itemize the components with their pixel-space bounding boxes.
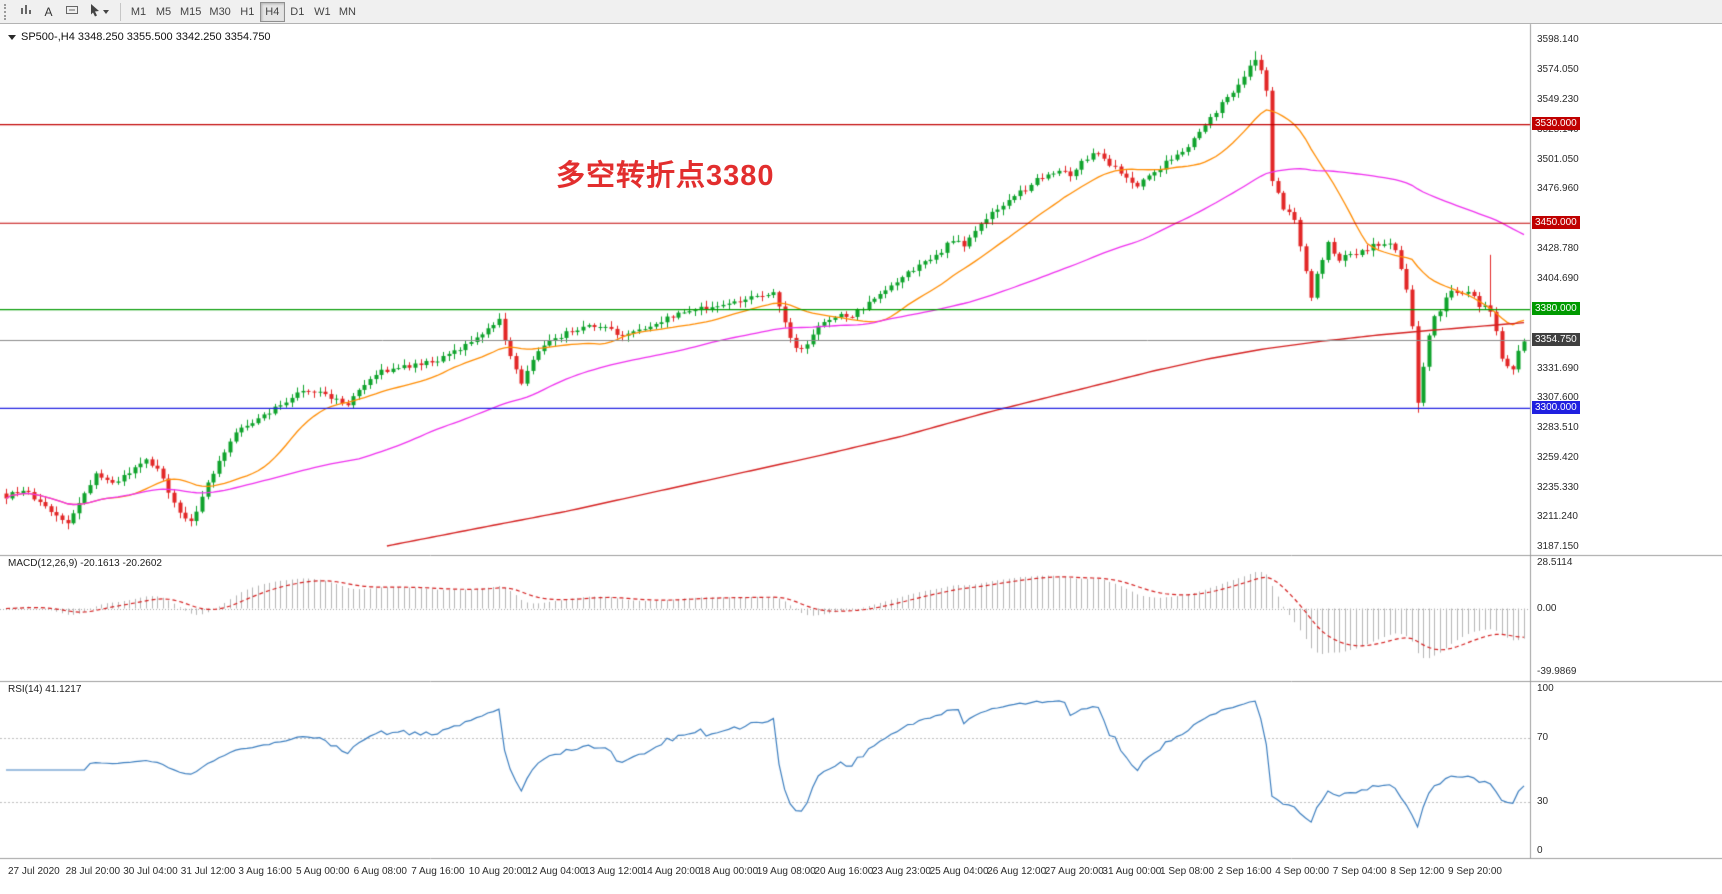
rsi-axis-label: 70: [1537, 731, 1549, 743]
text-tool-icon: A: [44, 4, 53, 19]
timeframe-button-d1[interactable]: D1: [285, 2, 310, 22]
hline-price-label: 3450.000: [1532, 215, 1580, 229]
timeframe-buttons: M1 M5 M15 M30 H1 H4 D1 W1 MN: [126, 1, 360, 22]
chart-annotation-text[interactable]: 多空转折点3380: [556, 160, 775, 192]
current-price-label: 3354.750: [1532, 333, 1580, 347]
time-axis-label: 7 Sep 04:00: [1332, 866, 1387, 877]
price-axis-label: 3501.050: [1537, 153, 1579, 165]
bar-chart-icon: [19, 3, 33, 20]
label-tool-icon: [65, 3, 79, 20]
symbol-ohlc-text: SP500-,H4 3348.250 3355.500 3342.250 335…: [21, 31, 271, 43]
time-axis-label: 8 Sep 12:00: [1390, 866, 1445, 877]
hline-price-label: 3530.000: [1532, 117, 1580, 131]
time-axis-label: 12 Aug 04:00: [526, 866, 586, 877]
time-axis-label: 4 Sep 00:00: [1275, 866, 1330, 877]
price-axis-label: 3574.050: [1537, 63, 1579, 75]
cursor-arrow-icon: [89, 3, 101, 20]
price-axis-label: 3283.510: [1537, 422, 1579, 434]
timeframe-button-h4[interactable]: H4: [259, 1, 285, 22]
toolbar: A M1 M5 M15 M30 H1 H4 D1 W1 MN: [0, 0, 1722, 24]
time-axis-label: 18 Aug 00:00: [699, 866, 759, 877]
time-axis-label: 28 Jul 20:00: [65, 866, 121, 877]
time-axis-label: 5 Aug 00:00: [296, 866, 350, 877]
time-axis-label: 23 Aug 23:00: [872, 866, 931, 877]
price-axis-label: 3187.150: [1537, 541, 1579, 552]
dropdown-caret-icon: [103, 9, 109, 14]
price-axis-label: 3598.140: [1537, 34, 1579, 45]
time-axis-label: 27 Aug 20:00: [1044, 866, 1104, 877]
price-axis-label: 3235.330: [1537, 481, 1579, 493]
price-axis-label: 3404.690: [1537, 272, 1579, 284]
rsi-axis-label: 0: [1537, 845, 1543, 856]
price-axis-label: 3211.240: [1537, 511, 1578, 523]
timeframe-button-h1[interactable]: H1: [235, 2, 260, 22]
timeframe-button-mn[interactable]: MN: [335, 2, 360, 22]
time-axis-label: 7 Aug 16:00: [411, 866, 465, 877]
time-axis-label: 6 Aug 08:00: [353, 866, 407, 877]
time-axis-label: 27 Jul 2020: [8, 866, 60, 877]
time-axis-label: 30 Jul 04:00: [123, 866, 178, 877]
timeframe-button-w1[interactable]: W1: [310, 2, 335, 22]
timeframe-button-m15[interactable]: M15: [176, 2, 205, 22]
hline-price-label: 3300.000: [1532, 400, 1580, 414]
time-axis-label: 25 Aug 04:00: [929, 866, 989, 877]
time-axis-label: 3 Aug 16:00: [238, 866, 292, 877]
label-tool-button[interactable]: [60, 2, 83, 22]
rsi-axis-label: 30: [1537, 796, 1549, 808]
time-axis-label: 10 Aug 20:00: [468, 866, 528, 877]
timeframe-button-m30[interactable]: M30: [205, 2, 234, 22]
time-axis-label: 20 Aug 16:00: [814, 866, 874, 877]
time-axis-label: 19 Aug 08:00: [756, 866, 816, 877]
toolbar-separator: [120, 2, 121, 21]
text-tool-button[interactable]: A: [37, 2, 60, 22]
symbol-dropdown-icon[interactable]: [8, 34, 16, 40]
macd-axis-label: -39.9869: [1537, 666, 1577, 678]
toolbar-grip[interactable]: [4, 3, 10, 20]
time-axis-label: 2 Sep 16:00: [1217, 866, 1272, 877]
price-axis-label: 3331.690: [1537, 362, 1579, 374]
chart-symbol-header: SP500-,H4 3348.250 3355.500 3342.250 335…: [8, 31, 271, 43]
time-axis-label: 31 Jul 12:00: [180, 866, 236, 877]
timeframe-button-m1[interactable]: M1: [126, 2, 151, 22]
macd-indicator-label: MACD(12,26,9) -20.1613 -20.2602: [8, 558, 162, 569]
macd-axis-label: 0.00: [1537, 602, 1557, 614]
rsi-indicator-label: RSI(14) 41.1217: [8, 684, 82, 695]
time-axis-label: 9 Sep 20:00: [1448, 866, 1502, 877]
price-axis-label: 3307.600: [1537, 392, 1579, 404]
price-axis-label: 3259.420: [1537, 451, 1579, 463]
price-axis-label: 3549.230: [1537, 94, 1579, 106]
time-axis-label: 1 Sep 08:00: [1160, 866, 1214, 877]
time-axis-label: 31 Aug 00:00: [1102, 866, 1162, 877]
cursor-tool-button[interactable]: [83, 2, 115, 22]
price-axis-label: 3428.780: [1537, 242, 1579, 254]
rsi-axis-label: 100: [1537, 683, 1554, 694]
bar-chart-icon-button[interactable]: [14, 2, 37, 22]
timeframe-button-m5[interactable]: M5: [151, 2, 176, 22]
time-axis-label: 14 Aug 20:00: [641, 866, 701, 877]
macd-axis-label: 28.5114: [1537, 557, 1573, 569]
price-axis-label: 3476.960: [1537, 183, 1579, 195]
time-axis-label: 13 Aug 12:00: [584, 866, 643, 877]
time-axis-label: 26 Aug 12:00: [987, 866, 1047, 877]
hline-price-label: 3380.000: [1532, 302, 1580, 316]
